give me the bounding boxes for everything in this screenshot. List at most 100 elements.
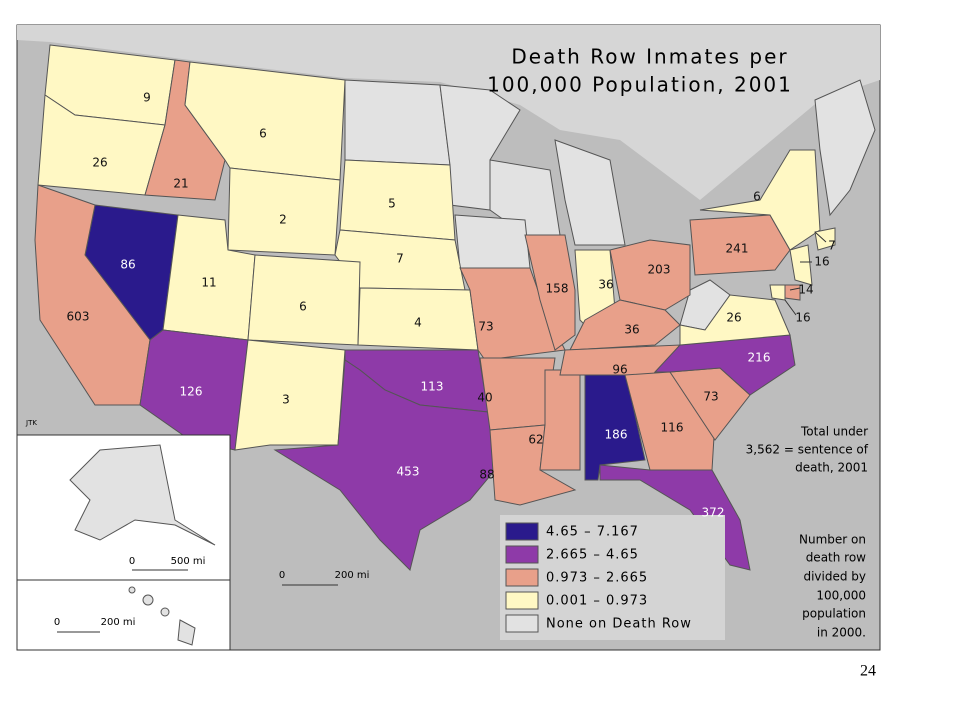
- alaska: [69, 444, 216, 546]
- state-new-england: [814, 79, 876, 217]
- title: 100,000 Population, 2001: [487, 73, 793, 97]
- state-mi: [554, 139, 626, 246]
- note-line: 100,000: [816, 589, 866, 603]
- state-label: 7: [396, 252, 404, 266]
- legend-label: 0.001 – 0.973: [546, 594, 648, 609]
- note-line: divided by: [803, 570, 866, 584]
- scale-label: 200 mi: [335, 570, 370, 581]
- note-line: in 2000.: [817, 626, 866, 640]
- state-label: 3: [282, 393, 290, 407]
- scale-label: 500 mi: [171, 556, 206, 567]
- scale-label: 200 mi: [101, 617, 136, 628]
- state-label: 11: [201, 276, 216, 290]
- state-label: 241: [726, 242, 749, 256]
- method-note: Number on death row divided by 100,000 p…: [799, 533, 866, 640]
- legend-swatch: [505, 568, 539, 587]
- state-label: 6: [299, 300, 307, 314]
- note-line: population: [802, 607, 866, 621]
- state: [769, 284, 786, 301]
- state-label: 603: [67, 310, 90, 324]
- state-label: 113: [421, 380, 444, 394]
- legend-label: None on Death Row: [546, 617, 692, 632]
- state-label: 2: [279, 213, 287, 227]
- hawaii-inset: [16, 579, 231, 651]
- state: [339, 159, 456, 241]
- state-nd: [344, 79, 451, 166]
- island: [128, 586, 136, 594]
- state-label: 21: [173, 177, 188, 191]
- state-label: 26: [726, 311, 741, 325]
- state: [689, 214, 791, 276]
- state-label: 36: [598, 278, 613, 292]
- state-label: 40: [477, 391, 492, 405]
- state-label: 6: [259, 127, 267, 141]
- hawaii: [128, 586, 196, 646]
- scale-label: 0: [279, 570, 285, 581]
- state-ia: [454, 214, 531, 269]
- state: [459, 267, 566, 361]
- legend-label: 4.65 – 7.167: [546, 525, 639, 540]
- callout: [784, 299, 797, 316]
- state-label: 88: [479, 468, 494, 482]
- state-label: 6: [753, 190, 761, 204]
- state: [699, 149, 821, 251]
- callout: [814, 231, 827, 243]
- callouts: [784, 231, 827, 316]
- state-label: 186: [605, 428, 628, 442]
- island: [142, 594, 154, 606]
- canada: [17, 25, 880, 200]
- state-label: 62: [528, 433, 543, 447]
- page-number: 24: [860, 663, 876, 680]
- state: [814, 227, 836, 251]
- scale-label: 0: [54, 617, 60, 628]
- credit: JTK: [25, 419, 37, 427]
- state: [539, 369, 581, 471]
- legend-label: 2.665 – 4.65: [546, 548, 639, 563]
- note-line: Number on: [799, 533, 866, 547]
- island: [177, 619, 196, 646]
- legend-swatch: [505, 614, 539, 633]
- legend-swatch: [505, 591, 539, 610]
- legend: 4.65 – 7.167 2.665 – 4.65 0.973 – 2.665 0.0…: [500, 515, 725, 640]
- state: [679, 294, 791, 346]
- note-line: Total under: [800, 425, 868, 439]
- state: [234, 339, 346, 451]
- state-label: 86: [120, 258, 135, 272]
- state: [599, 464, 751, 571]
- state-label: 14: [798, 283, 813, 297]
- state: [227, 167, 341, 256]
- states: [34, 44, 876, 571]
- state-label: 73: [703, 390, 718, 404]
- state-label: 4: [414, 316, 422, 330]
- note-line: death row: [806, 551, 866, 565]
- state-label: 9: [143, 91, 151, 105]
- title: Death Row Inmates per: [511, 45, 788, 69]
- legend-label: 0.973 – 2.665: [546, 571, 648, 586]
- state: [273, 359, 496, 571]
- state-label: 96: [612, 363, 627, 377]
- note-line: death, 2001: [795, 461, 868, 475]
- state-label: 372: [702, 506, 725, 520]
- island: [160, 607, 170, 617]
- state: [789, 244, 813, 286]
- state-label: 203: [648, 263, 671, 277]
- state-label: 36: [624, 323, 639, 337]
- state-label: 158: [546, 282, 569, 296]
- state-label: 216: [748, 351, 771, 365]
- state-label: 116: [661, 421, 684, 435]
- scale-label: 0: [129, 556, 135, 567]
- legend-swatch: [505, 545, 539, 564]
- callout: [789, 287, 801, 291]
- state-label: 453: [397, 465, 420, 479]
- state-label: 16: [795, 311, 810, 325]
- state: [524, 234, 576, 351]
- state-label: 16: [814, 255, 829, 269]
- note-line: 3,562 = sentence of: [746, 443, 869, 457]
- state-label: 26: [92, 156, 107, 170]
- state-label: 5: [388, 197, 396, 211]
- legend-swatch: [505, 522, 539, 541]
- state-label: 126: [180, 385, 203, 399]
- total-note: Total under 3,562 = sentence of death, 2…: [746, 425, 869, 475]
- state-label: 7: [828, 239, 836, 253]
